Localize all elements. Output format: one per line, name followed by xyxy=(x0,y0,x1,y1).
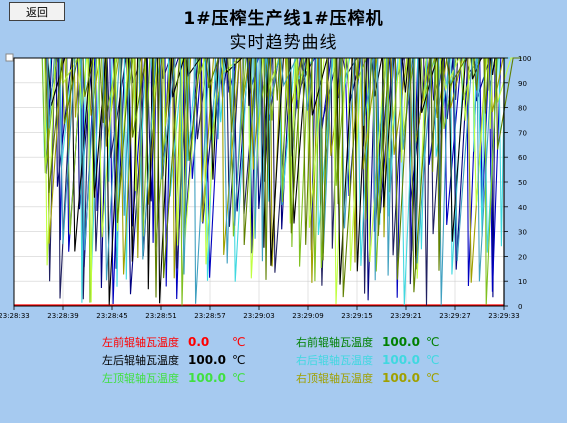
page-subtitle: 实时趋势曲线 xyxy=(229,33,338,53)
legend-item-right-top: 右顶辊轴瓦温度 100.0 ℃ xyxy=(296,370,439,386)
legend-unit: ℃ xyxy=(426,353,440,367)
x-tick-label: 23:29:21 xyxy=(390,312,421,320)
legend-unit: ℃ xyxy=(426,335,440,349)
legend-label: 左后辊轴瓦温度 xyxy=(102,354,179,367)
legend-unit: ℃ xyxy=(232,353,246,367)
legend-item-right-front: 右前辊轴瓦温度 100.0 ℃ xyxy=(296,334,439,350)
legend-value: 100.0 xyxy=(382,335,420,349)
x-tick-label: 23:28:51 xyxy=(145,312,176,320)
legend-label: 右前辊轴瓦温度 xyxy=(296,336,373,349)
y-tick-label: 100 xyxy=(518,55,531,63)
x-tick-label: 23:29:09 xyxy=(292,312,323,320)
back-button[interactable]: 返回 xyxy=(9,2,65,21)
legend-label: 左顶辊轴瓦温度 xyxy=(102,372,179,385)
x-tick-label: 23:29:03 xyxy=(243,312,274,320)
legend-item-right-rear: 右后辊轴瓦温度 100.0 ℃ xyxy=(296,352,439,368)
y-tick-label: 80 xyxy=(518,105,527,113)
legend-item-left-rear: 左后辊轴瓦温度 100.0 ℃ xyxy=(102,352,245,368)
y-tick-label: 70 xyxy=(518,129,527,137)
x-tick-label: 23:29:15 xyxy=(341,312,372,320)
legend-value: 100.0 xyxy=(382,371,420,385)
y-tick-label: 10 xyxy=(518,278,527,286)
trend-chart: 0 10 20 30 40 50 60 70 80 90 100 23:28:33 23:28:39 23… xyxy=(0,53,531,320)
legend-value: 100.0 xyxy=(188,371,226,385)
series-line xyxy=(47,57,504,305)
legend-value: 0.0 xyxy=(188,335,210,349)
x-tick-label: 23:28:57 xyxy=(194,312,225,320)
x-tick-label: 23:28:39 xyxy=(47,312,78,320)
legend-value: 100.0 xyxy=(188,353,226,367)
legend-item-left-top: 左顶辊轴瓦温度 100.0 ℃ xyxy=(102,370,245,386)
x-tick-label: 23:29:27 xyxy=(439,312,470,320)
x-tick-label: 23:29:33 xyxy=(488,312,519,320)
legend-unit: ℃ xyxy=(232,371,246,385)
x-tick-label: 23:28:33 xyxy=(0,312,30,320)
legend-unit: ℃ xyxy=(426,371,440,385)
chart-scroll-handle[interactable] xyxy=(5,53,14,62)
legend-label: 右顶辊轴瓦温度 xyxy=(296,372,373,385)
y-tick-label: 20 xyxy=(518,253,527,261)
legend-label: 左前辊轴瓦温度 xyxy=(102,336,179,349)
legend-unit: ℃ xyxy=(232,335,246,349)
legend-value: 100.0 xyxy=(382,353,420,367)
page-title: 1#压榨生产线1#压榨机 xyxy=(183,9,384,29)
series-line xyxy=(46,57,502,306)
y-tick-label: 30 xyxy=(518,229,527,237)
legend-label: 右后辊轴瓦温度 xyxy=(296,354,373,367)
y-tick-label: 50 xyxy=(518,179,527,187)
legend-item-left-front: 左前辊轴瓦温度 0.0 ℃ xyxy=(102,334,245,350)
y-tick-label: 0 xyxy=(518,303,522,311)
y-tick-label: 40 xyxy=(518,204,527,212)
y-tick-label: 90 xyxy=(518,80,527,88)
x-tick-label: 23:28:45 xyxy=(96,312,127,320)
y-tick-label: 60 xyxy=(518,154,527,162)
